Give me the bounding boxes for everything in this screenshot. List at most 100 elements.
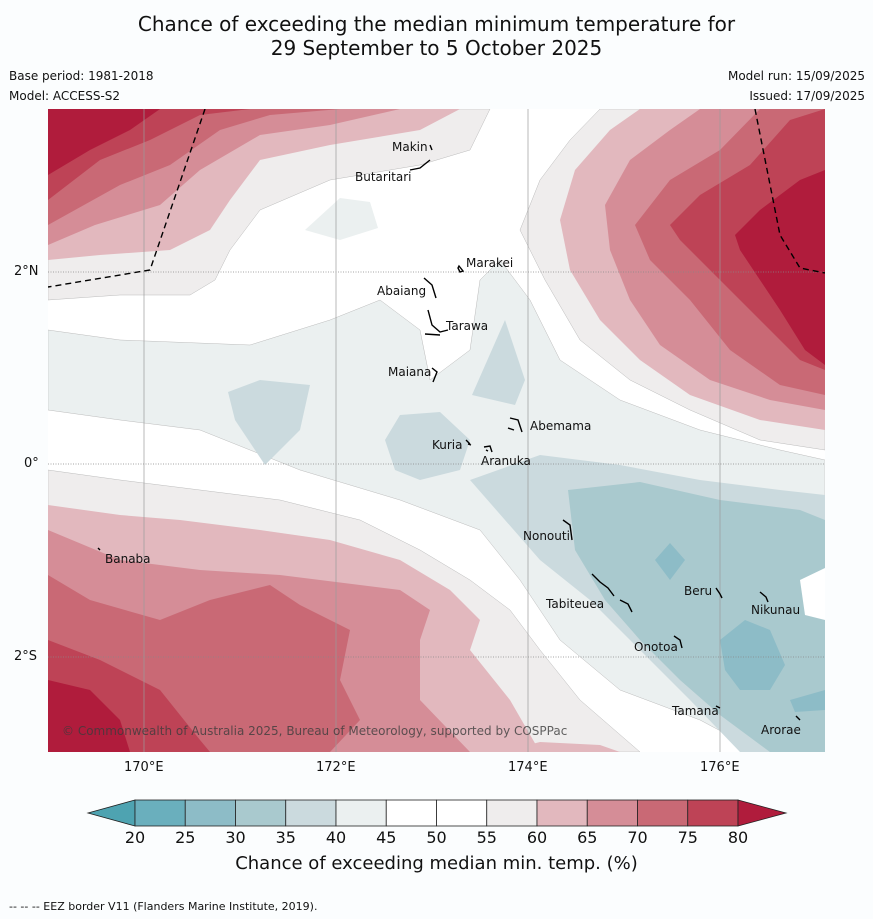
colorbar-tick-label: 40 <box>325 828 347 847</box>
colorbar-segment <box>586 799 638 827</box>
model-name: Model: ACCESS-S2 <box>9 89 121 103</box>
band-25-30 <box>720 620 785 690</box>
colorbar-segment <box>335 799 387 827</box>
band-80-sw <box>48 680 130 752</box>
island-tarawa <box>424 309 449 336</box>
colorbar-segment <box>235 799 287 827</box>
lat-label-2n: 2°N <box>14 264 39 279</box>
model-run: Model run: 15/09/2025 <box>727 69 865 83</box>
colorbar-tick-label: 35 <box>275 828 296 847</box>
label-arorae: Arorae <box>761 723 801 737</box>
meta-left: Base period: 1981-2018 Model: ACCESS-S2 <box>9 68 154 104</box>
colorbar-tick-label: 55 <box>476 828 497 847</box>
eez-border-west <box>48 109 206 288</box>
meridians <box>143 109 721 752</box>
island-tamana <box>715 705 721 709</box>
lon-label-170e: 170°E <box>124 760 164 775</box>
colorbar-segment <box>637 799 689 827</box>
band-40-45-north <box>305 198 378 240</box>
lat-label-0: 0° <box>24 456 39 471</box>
band-35-40-c <box>472 320 525 405</box>
colorbar-segment <box>687 799 739 827</box>
issued-date: Issued: 17/09/2025 <box>749 89 865 103</box>
colorbar-title: Chance of exceeding median min. temp. (%… <box>235 853 638 874</box>
label-banaba: Banaba <box>105 552 151 566</box>
label-kuria: Kuria <box>432 438 463 452</box>
colorbar-segment <box>285 799 337 827</box>
colorbar-tick-label: 70 <box>627 828 648 847</box>
contour-layer <box>48 109 825 752</box>
lon-label-176e: 176°E <box>700 760 740 775</box>
colorbar-tick-label: 25 <box>175 828 196 847</box>
label-marakei: Marakei <box>466 256 514 270</box>
island-maiana <box>431 367 438 383</box>
label-beru: Beru <box>684 584 713 598</box>
eez-border-east <box>754 109 825 274</box>
label-nikunau: Nikunau <box>751 603 801 617</box>
label-aranuka: Aranuka <box>481 454 531 468</box>
band-45-east-patch <box>800 568 825 620</box>
band-35-40 <box>228 380 310 465</box>
colorbar-segment <box>184 799 236 827</box>
band-25-30-c <box>790 690 825 712</box>
lat-label-2s: 2°S <box>14 649 38 664</box>
island-beru <box>715 587 723 599</box>
colorbar-tick-label: 60 <box>526 828 548 847</box>
colorbar-tick-label: 30 <box>225 828 246 847</box>
label-tabiteuea: Tabiteuea <box>546 597 605 611</box>
colorbar-segment <box>436 799 488 827</box>
colorbar-segment <box>536 799 588 827</box>
island-kuria <box>465 439 472 446</box>
colorbar-tick-label: 80 <box>727 828 749 847</box>
colorbar-segment <box>486 799 538 827</box>
colorbar-tick-label: 65 <box>577 828 598 847</box>
label-makin: Makin <box>392 140 428 154</box>
colorbar-segment <box>385 799 437 827</box>
label-maiana: Maiana <box>388 365 432 379</box>
island-banaba <box>97 547 101 551</box>
lon-label-172e: 172°E <box>316 760 356 775</box>
island-makin <box>429 144 433 151</box>
island-aranuka <box>483 445 493 453</box>
island-tabiteuea <box>591 573 633 613</box>
colorbar-tick-label: 50 <box>426 828 447 847</box>
island-abaiang <box>423 277 437 299</box>
map-title: Chance of exceeding the median minimum t… <box>0 12 873 60</box>
colorbar-tick-label: 20 <box>124 828 146 847</box>
island-arorae <box>795 715 801 721</box>
island-nikunau <box>759 591 769 603</box>
label-tamana: Tamana <box>672 704 719 718</box>
band-25-30-b <box>655 543 685 580</box>
copyright-notice: © Commonwealth of Australia 2025, Bureau… <box>62 724 568 738</box>
colorbar-under-arrow <box>86 799 136 827</box>
colorbar-over-arrow <box>737 799 788 827</box>
colorbar-tick-label: 45 <box>376 828 397 847</box>
band-60-65-s-patch <box>500 742 620 752</box>
graticule <box>48 271 825 658</box>
colorbar <box>86 799 788 827</box>
island-onotoa <box>673 635 683 649</box>
band-80-nw <box>48 109 160 175</box>
label-nonouti: Nonouti <box>523 529 570 543</box>
islands <box>97 144 801 721</box>
title-line-1: Chance of exceeding the median minimum t… <box>137 12 736 36</box>
colorbar-segment <box>134 799 186 827</box>
island-nonouti <box>562 519 573 541</box>
lon-label-174e: 174°E <box>508 760 548 775</box>
label-butaritari: Butaritari <box>355 170 412 184</box>
label-onotoa: Onotoa <box>634 640 678 654</box>
label-abaiang: Abaiang <box>377 284 427 298</box>
eez-footer-note: -- -- -- EEZ border V11 (Flanders Marine… <box>9 900 318 913</box>
meta-right: Model run: 15/09/2025 Issued: 17/09/2025 <box>728 68 865 104</box>
band-35-40-b <box>385 412 470 480</box>
colorbar-tick-label: 75 <box>677 828 698 847</box>
island-abemama <box>507 417 523 433</box>
island-butaritari <box>409 159 431 171</box>
base-period: Base period: 1981-2018 <box>9 69 154 83</box>
label-tarawa: Tarawa <box>446 319 489 333</box>
title-line-2: 29 September to 5 October 2025 <box>270 36 603 60</box>
label-abemama: Abemama <box>530 419 592 433</box>
island-marakei <box>457 264 465 273</box>
band-80-ne <box>735 170 825 365</box>
